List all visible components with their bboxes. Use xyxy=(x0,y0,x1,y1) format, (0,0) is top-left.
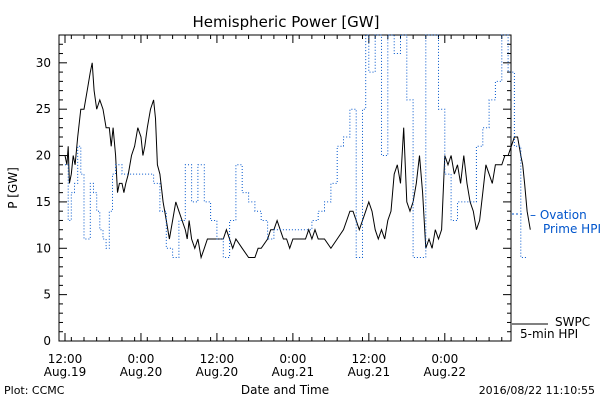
y-tick-label: 30 xyxy=(36,56,51,70)
x-tick-time-label: 12:00 xyxy=(352,352,387,366)
chart-title: Hemispheric Power [GW] xyxy=(193,13,380,31)
legend-ovation-line1: – Ovation xyxy=(530,208,587,222)
legend-ovation-line2: Prime HPI xyxy=(543,222,600,236)
x-tick-date-label: Aug.20 xyxy=(120,365,163,379)
plot-frame xyxy=(58,34,512,342)
y-tick-label: 15 xyxy=(36,195,51,209)
x-tick-time-label: 12:00 xyxy=(200,352,235,366)
x-tick-time-label: 0:00 xyxy=(127,352,154,366)
x-tick-date-label: Aug.20 xyxy=(196,365,239,379)
x-tick-date-label: Aug.19 xyxy=(44,365,87,379)
footer-left-credit: Plot: CCMC xyxy=(4,384,65,397)
y-tick-label: 25 xyxy=(36,102,51,116)
y-axis-title: P [GW] xyxy=(6,167,20,209)
y-tick-label: 20 xyxy=(36,149,51,163)
legend-swpc-line2: 5-min HPI xyxy=(520,327,578,341)
y-tick-label: 0 xyxy=(43,334,51,348)
y-tick-label: 10 xyxy=(36,241,51,255)
y-tick-label: 5 xyxy=(43,288,51,302)
axes-layer: 05101520253012:00Aug.190:00Aug.2012:00Au… xyxy=(36,34,511,379)
x-tick-time-label: 12:00 xyxy=(48,352,83,366)
x-tick-time-label: 0:00 xyxy=(431,352,458,366)
legend-swpc-line1: SWPC xyxy=(555,315,590,329)
x-tick-date-label: Aug.21 xyxy=(272,365,315,379)
x-axis-title: Date and Time xyxy=(241,383,329,397)
x-tick-time-label: 0:00 xyxy=(279,352,306,366)
series-swpc-line xyxy=(64,62,531,260)
x-tick-date-label: Aug.22 xyxy=(424,365,467,379)
footer-timestamp: 2016/08/22 11:10:55 xyxy=(479,384,595,397)
x-tick-date-label: Aug.21 xyxy=(348,365,391,379)
series-ovation-prime-line xyxy=(65,34,528,258)
series-layer xyxy=(64,34,531,260)
